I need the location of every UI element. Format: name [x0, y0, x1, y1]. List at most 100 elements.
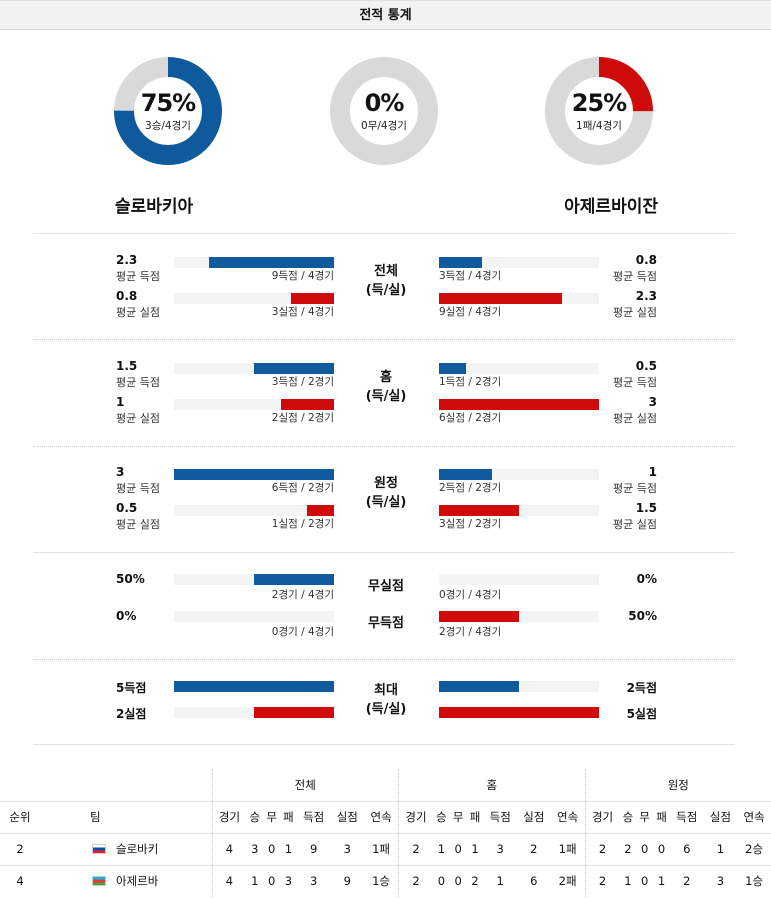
away-stat-cell: 1 — [619, 864, 637, 897]
overall-home-avg-scored-label: 평균 득점 — [116, 270, 160, 283]
section-title-main: 홈 — [380, 370, 392, 385]
away-max-conceded-bar — [439, 707, 599, 718]
table-row[interactable]: 2 슬로바키 4 3 0 1 9 3 1패 2 1 0 1 3 2 1패 2 2 0 0 6 1 2승 — [0, 832, 771, 865]
max-section-title: 최대 (득/실) — [356, 681, 416, 719]
home-stat-cell: 2 — [398, 832, 433, 865]
away-no-score-bar — [439, 611, 519, 622]
home-clean-sheet-bar-track — [174, 574, 334, 585]
col-header-home: 득점 — [483, 800, 518, 833]
win-rate-donut: 75% 3승/4경기 — [113, 56, 223, 166]
rank-cell: 4 — [0, 864, 40, 897]
divider — [33, 552, 735, 553]
home-home-scored-bar-track — [174, 363, 334, 374]
team-header: 팀 — [40, 800, 212, 833]
group-header-home: 홈 — [398, 769, 586, 801]
overall-away-avg-conceded-value: 2.3 — [635, 289, 657, 303]
draw-rate-ring — [330, 57, 438, 165]
overall-home-conceded-bar — [291, 293, 334, 304]
team-name: 슬로바키 — [116, 842, 159, 856]
away-home-scored-bar-track — [174, 469, 334, 480]
overall-stat-cell: 3 — [296, 864, 331, 897]
section-title-sub: (득/실) — [365, 283, 407, 298]
away-home-scored-caption: 6득점 / 2경기 — [271, 482, 334, 494]
home-stat-cell: 2 — [517, 832, 551, 865]
draw-rate-caption: 0무/4경기 — [361, 120, 407, 132]
team-cell[interactable]: 아제르바 — [40, 864, 212, 897]
away-home-avg-scored-label: 평균 득점 — [116, 482, 160, 495]
section-title-main: 원정 — [374, 476, 398, 491]
home-away-conceded-bar — [439, 399, 599, 410]
overall-stat-cell: 1패 — [364, 832, 399, 865]
home-home-conceded-bar-track — [174, 399, 334, 410]
home-away-scored-bar — [439, 363, 466, 374]
no-score-title: 무득점 — [368, 616, 404, 631]
home-stat-cell: 3 — [483, 832, 518, 865]
away-home-conceded-caption: 1실점 / 2경기 — [271, 518, 334, 530]
home-away-conceded-caption: 6실점 / 2경기 — [439, 412, 502, 424]
donut-fill — [545, 57, 653, 165]
away-stat-cell: 1 — [653, 864, 670, 897]
azerbaijan-flag-icon — [92, 876, 106, 887]
away-stat-cell: 0 — [636, 864, 654, 897]
home-away-avg-conceded-label: 평균 실점 — [613, 412, 657, 425]
home-stat-cell: 1패 — [550, 832, 586, 865]
away-away-avg-conceded-label: 평균 실점 — [613, 518, 657, 531]
away-no-score-value: 50% — [628, 609, 657, 623]
away-home-avg-conceded-value: 0.5 — [116, 501, 138, 515]
team-name: 아제르바 — [116, 874, 159, 889]
overall-stat-cell: 0 — [263, 864, 281, 897]
col-header-away: 무 — [636, 800, 654, 833]
win-rate-percent: 75% — [140, 89, 196, 117]
home-home-conceded-caption: 2실점 / 2경기 — [271, 412, 334, 424]
win-rate-ring — [114, 57, 222, 165]
col-header-overall: 연속 — [364, 800, 399, 833]
table-row[interactable]: 4 아제르바 4 1 0 3 3 9 1승 2 0 0 2 1 6 2패 2 1 0 1 2 3 1승 — [0, 864, 771, 897]
home-away-avg-scored-value: 0.5 — [635, 359, 657, 373]
home-home-avg-scored-label: 평균 득점 — [116, 376, 160, 389]
overall-stat-cell: 9 — [330, 864, 365, 897]
home-stat-cell: 2 — [398, 864, 433, 897]
overall-away-conceded-bar-track — [439, 293, 599, 304]
col-header-overall: 무 — [263, 800, 281, 833]
section-title-sub: (득/실) — [365, 495, 407, 510]
section-title-sub: (득/실) — [365, 702, 407, 717]
home-away-conceded-bar-track — [439, 399, 599, 410]
divider — [33, 233, 735, 234]
home-clean-sheet-caption: 2경기 / 4경기 — [271, 589, 334, 601]
overall-away-avg-scored-label: 평균 득점 — [613, 270, 657, 283]
home-stat-cell: 2 — [466, 864, 484, 897]
away-stat-cell: 2 — [584, 832, 620, 865]
home-max-conceded-bar-track — [174, 707, 334, 718]
col-header-home: 승 — [432, 800, 450, 833]
divider — [33, 659, 735, 660]
col-header-away: 승 — [619, 800, 637, 833]
team-cell[interactable]: 슬로바키 — [40, 832, 212, 865]
slovakia-flag-icon — [92, 844, 106, 854]
home-stat-cell: 0 — [449, 864, 467, 897]
home-stat-cell: 1 — [466, 832, 484, 865]
col-header-away: 실점 — [703, 800, 738, 833]
home-away-scored-bar-track — [439, 363, 599, 374]
overall-stat-cell: 1 — [246, 864, 264, 897]
col-header-overall: 득점 — [296, 800, 331, 833]
divider — [33, 744, 735, 745]
away-away-avg-conceded-value: 1.5 — [635, 501, 657, 515]
home-stat-cell: 0 — [432, 864, 450, 897]
loss-rate-donut: 25% 1패/4경기 — [544, 56, 654, 166]
draw-rate-percent: 0% — [364, 89, 405, 117]
away-away-scored-bar-track — [439, 469, 599, 480]
away-max-conceded-bar-track — [439, 707, 599, 718]
overall-away-scored-bar — [439, 257, 482, 268]
away-home-scored-bar — [174, 469, 334, 480]
group-header-overall: 전체 — [211, 769, 399, 801]
col-header-home: 경기 — [398, 800, 433, 833]
overall-home-avg-scored-value: 2.3 — [116, 253, 138, 267]
away-max-conceded-value: 5실점 — [626, 707, 657, 721]
col-header-home: 무 — [449, 800, 467, 833]
home-home-avg-scored-value: 1.5 — [116, 359, 138, 373]
away-stat-cell: 2 — [619, 832, 637, 865]
home-stat-cell: 6 — [517, 864, 551, 897]
home-stat-cell: 2패 — [550, 864, 586, 897]
away-section-title: 원정 (득/실) — [356, 474, 416, 512]
away-stat-cell: 2 — [669, 864, 704, 897]
